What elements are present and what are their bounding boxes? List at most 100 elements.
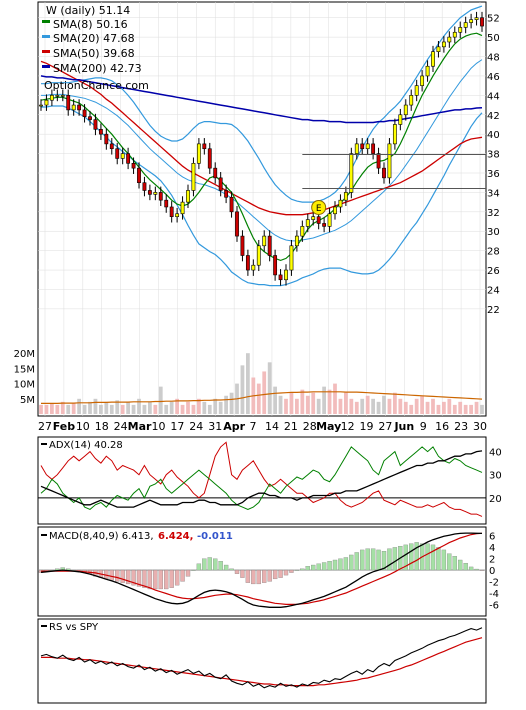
- macd-histogram-bar: [223, 564, 229, 571]
- legend-sma20-swatch: [42, 35, 50, 38]
- sma200-line: [40, 75, 483, 124]
- candle-body: [333, 206, 337, 215]
- x-axis-label: 23: [454, 420, 468, 433]
- volume-bar: [93, 398, 98, 414]
- adx-swatch: [41, 443, 47, 445]
- macd-histogram-bar: [147, 569, 153, 590]
- x-axis-label: 31: [208, 420, 222, 433]
- volume-bar: [338, 398, 343, 414]
- macd-histogram-bar: [262, 569, 267, 583]
- volume-bar: [104, 401, 109, 414]
- macd-histogram-bar: [267, 569, 272, 582]
- candle-body: [316, 216, 321, 224]
- price-tick-label: 40: [487, 130, 500, 141]
- macd-line: [40, 532, 483, 608]
- volume-bar: [131, 404, 136, 414]
- macd-swatch: [41, 534, 47, 536]
- watermark: OptionChance.com: [44, 79, 149, 92]
- volume-bar: [360, 398, 365, 414]
- sma50-line: [40, 60, 483, 216]
- price-tick-label: 24: [487, 285, 500, 296]
- volume-bar: [458, 401, 463, 414]
- candle-body: [311, 216, 316, 220]
- volume-bar: [240, 365, 245, 414]
- candle-body: [409, 95, 414, 106]
- candle-body: [436, 46, 441, 52]
- candle-body: [463, 22, 468, 28]
- macd-histogram-bar: [213, 558, 218, 571]
- candle-body: [387, 143, 392, 179]
- rs-label: RS vs SPY: [49, 622, 99, 633]
- adx-line: [40, 450, 483, 508]
- volume-bar: [371, 398, 375, 414]
- candle-body: [403, 104, 408, 116]
- macd-histogram-bar: [180, 569, 185, 582]
- candle-body: [289, 245, 294, 271]
- volume-bar: [452, 404, 457, 414]
- volume-bar: [71, 403, 76, 414]
- volume-bar: [442, 401, 446, 414]
- macd-histogram-bar: [360, 549, 365, 571]
- macd-histogram-bar: [468, 566, 474, 571]
- candle-body: [49, 95, 54, 101]
- x-axis-label: 9: [420, 420, 427, 433]
- volume-bar: [229, 392, 234, 414]
- x-axis-label: 12: [341, 420, 355, 433]
- macd-histogram-bar: [240, 569, 245, 578]
- price-tick-label: 46: [487, 72, 500, 83]
- volume-bar: [414, 398, 419, 414]
- volume-bar: [344, 392, 348, 414]
- macd-histogram-bar: [120, 569, 125, 583]
- candle-body: [273, 255, 278, 276]
- legend-sma8-swatch: [42, 20, 50, 23]
- x-axis-label: 16: [435, 420, 449, 433]
- price-tick-label: 42: [487, 111, 500, 122]
- legend-main: W (daily) 51.14: [46, 4, 130, 17]
- legend-sma8: SMA(8) 50.16: [53, 18, 128, 31]
- x-axis-label: 30: [473, 420, 487, 433]
- bollinger-lower-line: [41, 105, 483, 287]
- volume-bar: [186, 401, 190, 414]
- candle-body: [109, 143, 114, 150]
- macd-histogram-bar: [218, 561, 223, 571]
- candle-body: [354, 143, 359, 154]
- macd-histogram-bar: [153, 569, 158, 590]
- rs-panel: [37, 618, 487, 704]
- macd-histogram-bar: [441, 549, 447, 571]
- volume-bar: [120, 404, 125, 414]
- volume-bar: [218, 401, 223, 414]
- volume-bar: [480, 404, 484, 414]
- adx-tick-label: 40: [489, 448, 502, 459]
- rs-line: [40, 627, 483, 689]
- volume-bar: [197, 398, 201, 414]
- volume-bar: [278, 395, 283, 414]
- volume-bar: [474, 401, 479, 414]
- candle-body: [349, 153, 354, 193]
- candle-body: [213, 167, 218, 179]
- candle-body: [60, 95, 65, 97]
- x-axis-label: 27: [38, 420, 52, 433]
- macd-histogram-bar: [321, 562, 327, 571]
- rs-average-line: [41, 637, 483, 687]
- candle-body: [284, 269, 288, 281]
- legend-sma20: SMA(20) 47.68: [53, 32, 135, 45]
- macd-histogram-bar: [234, 569, 240, 574]
- volume-bar: [387, 398, 392, 414]
- bollinger-upper-line: [41, 5, 483, 203]
- volume-bar: [66, 404, 71, 414]
- macd-tick-label: 2: [489, 555, 495, 566]
- macd-histogram-bar: [343, 557, 349, 571]
- candle-body: [153, 192, 158, 195]
- volume-average-line: [41, 391, 483, 404]
- volume-bar: [202, 401, 207, 414]
- candle-body: [305, 219, 310, 227]
- candle-body: [104, 133, 109, 145]
- macd-histogram-bar: [300, 568, 305, 571]
- macd-histogram-bar: [245, 569, 251, 583]
- price-tick-label: 52: [487, 14, 500, 25]
- volume-bar: [115, 400, 120, 414]
- candle-body: [267, 235, 272, 256]
- candle-body: [256, 245, 261, 266]
- volume-bar: [284, 398, 288, 414]
- volume-bar: [469, 404, 473, 414]
